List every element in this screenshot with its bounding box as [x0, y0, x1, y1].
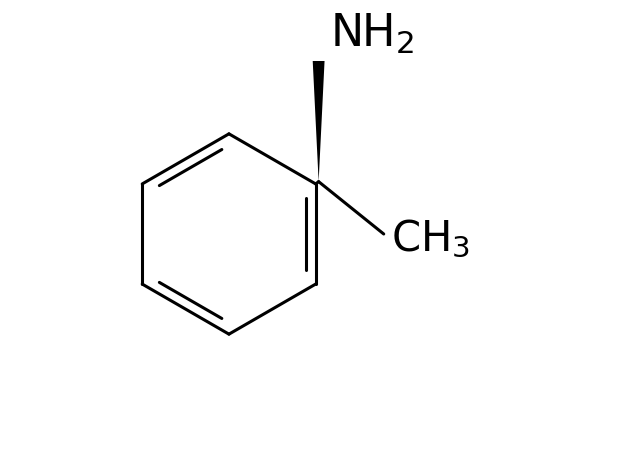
Text: NH$_2$: NH$_2$ — [330, 12, 414, 56]
Polygon shape — [313, 61, 324, 181]
Text: CH$_3$: CH$_3$ — [390, 218, 470, 260]
